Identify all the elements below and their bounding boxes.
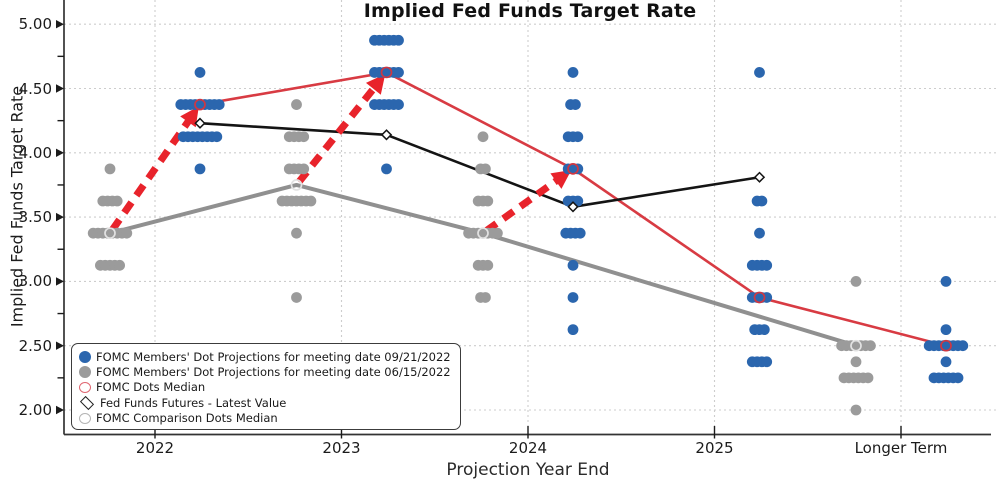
y-tick-3.50: 3.50	[18, 208, 52, 227]
legend-item: FOMC Dots Median	[79, 380, 454, 395]
y-tick-3.00: 3.00	[18, 272, 52, 291]
legend-item-label: FOMC Comparison Dots Median	[96, 411, 278, 426]
y-tick-5.00: 5.00	[18, 15, 52, 34]
x-tick-2024: 2024	[508, 439, 548, 457]
legend-item-label: FOMC Members' Dot Projections for meetin…	[96, 349, 451, 364]
y-axis-label: Implied Fed Funds Target Rate	[7, 85, 27, 328]
shift-arrows	[109, 73, 572, 234]
markers-fed-funds-futures-latest-value	[194, 117, 766, 213]
y-tick-2.00: 2.00	[18, 401, 52, 419]
legend-item-label: FOMC Dots Median	[96, 380, 206, 395]
gray-ring-icon	[79, 412, 91, 424]
line-fomc-comparison-dots-median	[109, 182, 857, 348]
x-tick-2022: 2022	[135, 439, 175, 457]
x-tick-2023: 2023	[322, 439, 361, 457]
legend-item: FOMC Members' Dot Projections for meetin…	[79, 349, 454, 364]
legend-item-label: FOMC Members' Dot Projections for meetin…	[96, 365, 451, 380]
black-diamond-icon	[79, 395, 95, 410]
red-ring-icon	[79, 381, 91, 393]
gray-dot-icon	[79, 366, 91, 379]
y-tick-4.00: 4.00	[18, 143, 52, 162]
x-axis-label: Projection Year End	[446, 460, 610, 480]
blue-dot-icon	[79, 350, 91, 363]
y-tick-4.50: 4.50	[18, 79, 52, 98]
legend: FOMC Members' Dot Projections for meetin…	[71, 343, 461, 430]
markers-fomc-dots-median	[194, 66, 952, 352]
dots-june-2022	[87, 99, 876, 416]
chart-title: Implied Fed Funds Target Rate	[363, 0, 697, 22]
x-tick-2025: 2025	[695, 439, 734, 457]
axes	[56, 0, 991, 439]
legend-item-label: Fed Funds Futures - Latest Value	[100, 395, 287, 410]
legend-item: Fed Funds Futures - Latest Value	[79, 395, 454, 410]
markers-fomc-comparison-dots-median	[104, 179, 862, 352]
y-tick-2.50: 2.50	[18, 336, 52, 355]
legend-item: FOMC Comparison Dots Median	[79, 411, 454, 426]
x-tick-longer-term: Longer Term	[854, 439, 948, 457]
legend-item: FOMC Members' Dot Projections for meetin…	[79, 364, 454, 379]
